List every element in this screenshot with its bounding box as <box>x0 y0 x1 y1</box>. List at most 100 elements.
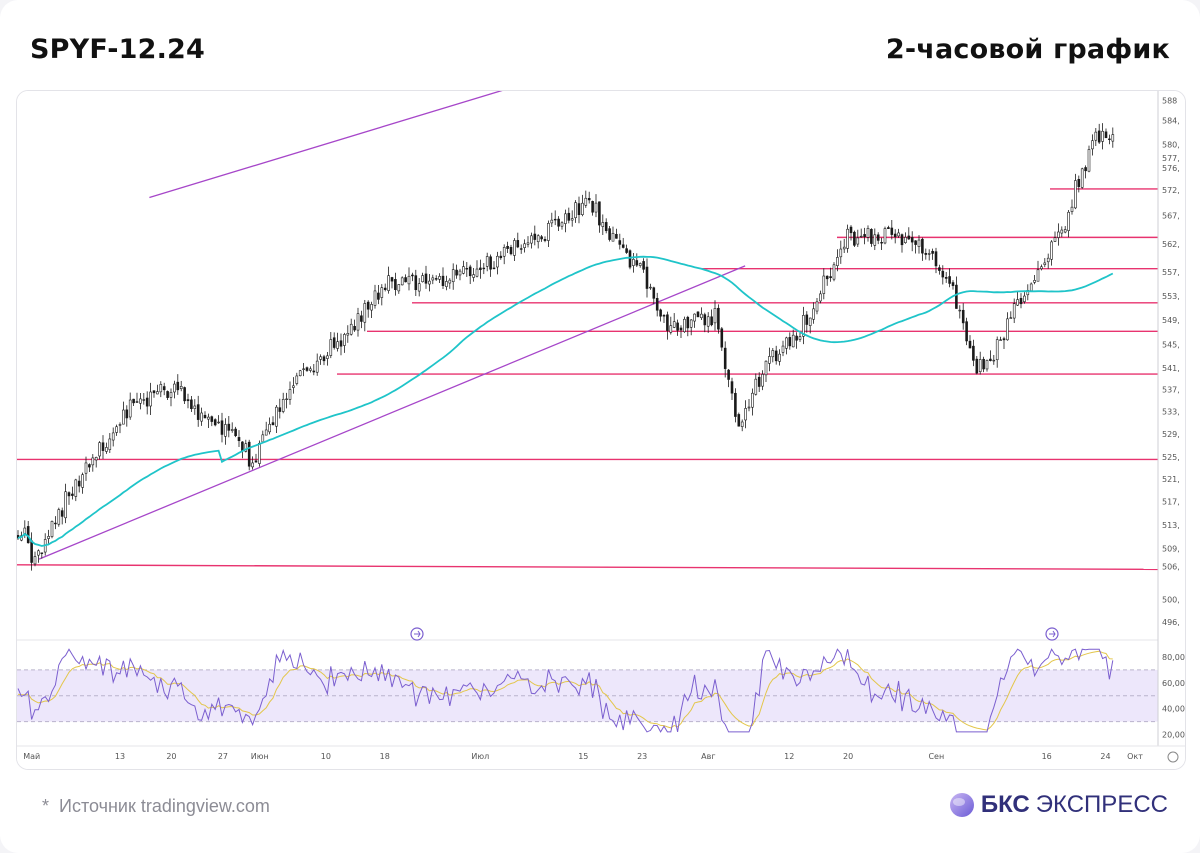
candle-body <box>768 356 771 364</box>
candle-body <box>183 387 186 402</box>
bcs-logo-icon <box>949 793 974 817</box>
candle-body <box>995 339 999 361</box>
chart-panel[interactable]: 588 584, 580, 577, 576, 572, 567, 562, 557, 553, 5… <box>16 90 1186 770</box>
event-marker-icon[interactable] <box>410 627 424 641</box>
candle-body <box>621 244 625 248</box>
candle-body <box>261 434 265 443</box>
candle-body <box>798 336 802 340</box>
time-tick-label: 18 <box>380 752 390 761</box>
timeframe-title: 2-часовой график <box>885 34 1170 65</box>
candle-body <box>305 367 309 371</box>
candle-body <box>734 392 737 417</box>
candle-body <box>264 429 268 436</box>
price-tick-label: 533, <box>1162 408 1180 417</box>
candle-body <box>421 275 424 283</box>
candle-body <box>1050 241 1053 260</box>
price-tick-label: 537, <box>1162 385 1180 394</box>
candle-body <box>472 274 475 278</box>
candle-body <box>985 360 989 370</box>
candle-body <box>564 213 567 224</box>
price-tick-label: 562, <box>1162 240 1180 249</box>
candle-body <box>849 226 853 234</box>
candle-body <box>897 232 900 237</box>
candle-body <box>890 227 894 235</box>
candle-body <box>825 275 829 280</box>
candle-body <box>713 308 717 324</box>
candle-body <box>156 391 159 395</box>
candle-body <box>40 552 44 554</box>
candle-body <box>659 309 662 317</box>
candle-body <box>941 270 945 278</box>
time-tick-label: 20 <box>843 752 853 761</box>
candle-body <box>822 275 826 294</box>
event-marker-icon[interactable] <box>1045 627 1059 641</box>
candle-body <box>652 287 656 299</box>
candle-body <box>778 353 781 362</box>
candle-body <box>1104 131 1108 139</box>
candle-body <box>836 257 839 266</box>
candle-body <box>105 447 108 452</box>
candle-body <box>948 276 951 284</box>
price-chart[interactable]: 588 584, 580, 577,576, 572, 567, 562, 557, 553, 5… <box>17 91 1185 769</box>
candle-body <box>366 301 370 310</box>
logo-word: ЭКСПРЕСС <box>1035 791 1168 818</box>
candle-body <box>866 228 870 238</box>
candle-body <box>972 345 975 361</box>
candle-body <box>832 264 836 280</box>
candle-body <box>883 228 887 244</box>
candle-body <box>839 248 843 258</box>
candle-body <box>672 321 676 328</box>
candle-body <box>989 358 992 361</box>
candle-body <box>207 416 210 420</box>
candle-body <box>785 337 788 349</box>
settings-gear-icon[interactable] <box>1167 751 1179 763</box>
candle-body <box>710 316 713 326</box>
candle-body <box>754 378 758 395</box>
price-tick-label: 549, <box>1162 316 1180 325</box>
candle-body <box>921 238 924 254</box>
candle-body <box>706 316 710 327</box>
candle-body <box>336 341 339 349</box>
candle-body <box>642 261 645 270</box>
candle-body <box>54 522 57 525</box>
candle-body <box>210 416 214 422</box>
candle-body <box>193 405 197 409</box>
candle-body <box>288 389 292 400</box>
candle-body <box>169 392 173 398</box>
candle-body <box>808 317 812 326</box>
candle-body <box>1033 280 1036 283</box>
candle-body <box>727 369 730 380</box>
candle-body <box>176 381 180 391</box>
candle-body <box>23 527 27 534</box>
candle-body <box>98 442 101 457</box>
rsi-tick-label: 60,00 <box>1162 679 1185 688</box>
candle-body <box>159 384 163 393</box>
candle-body <box>696 311 700 318</box>
candle-body <box>414 275 418 291</box>
candle-body <box>1009 317 1013 319</box>
candle-body <box>1084 167 1087 172</box>
candle-body <box>519 248 523 250</box>
candle-body <box>513 240 516 256</box>
candle-body <box>859 235 863 238</box>
candle-body <box>390 277 394 282</box>
candle-body <box>781 345 785 353</box>
candle-body <box>802 315 805 337</box>
candle-body <box>598 201 601 226</box>
candle-body <box>557 218 560 227</box>
candle-body <box>326 355 329 359</box>
candle-body <box>547 223 550 241</box>
time-tick-label: Сен <box>928 752 944 761</box>
time-tick-label: 10 <box>321 752 331 761</box>
candle-body <box>625 248 628 253</box>
candle-body <box>108 438 112 450</box>
candle-body <box>275 406 278 427</box>
candle-body <box>479 267 482 271</box>
candle-body <box>17 535 20 539</box>
candle-body <box>1080 168 1084 188</box>
time-tick-label: 20 <box>166 752 176 761</box>
candle-body <box>533 233 537 240</box>
candle-body <box>829 276 832 279</box>
candle-body <box>37 550 40 556</box>
